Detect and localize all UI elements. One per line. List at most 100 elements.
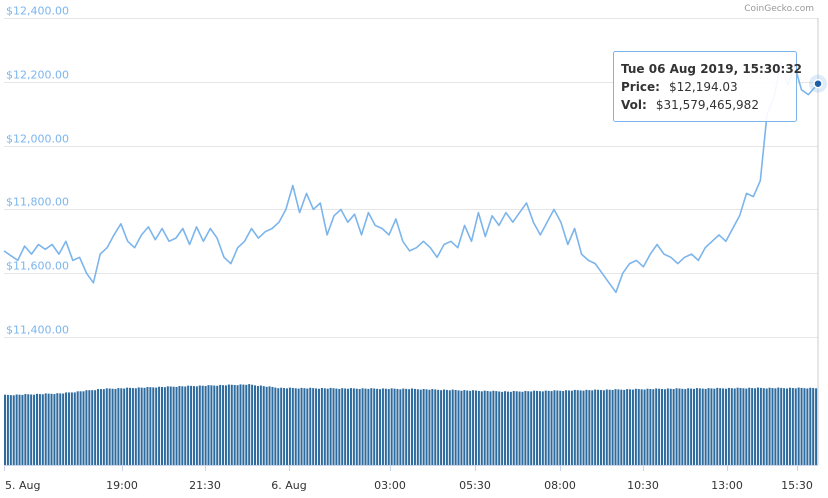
volume-bar[interactable] <box>451 389 454 465</box>
volume-bar[interactable] <box>652 389 655 465</box>
volume-bar[interactable] <box>454 390 457 465</box>
volume-bar[interactable] <box>812 388 815 465</box>
volume-bar[interactable] <box>283 388 286 465</box>
volume-bar[interactable] <box>265 386 268 465</box>
volume-bar[interactable] <box>306 388 309 465</box>
volume-bar[interactable] <box>219 384 222 465</box>
volume-bar[interactable] <box>146 386 149 465</box>
volume-bar[interactable] <box>489 391 492 465</box>
volume-bar[interactable] <box>169 386 172 465</box>
volume-bar[interactable] <box>332 388 335 465</box>
volume-bar[interactable] <box>268 386 271 465</box>
volume-bar[interactable] <box>97 389 100 465</box>
volume-bar[interactable] <box>30 394 33 465</box>
volume-bar[interactable] <box>62 393 65 465</box>
volume-bar[interactable] <box>70 392 73 465</box>
volume-bar[interactable] <box>791 388 794 465</box>
volume-bar[interactable] <box>803 388 806 465</box>
volume-bar[interactable] <box>611 389 614 465</box>
volume-bar[interactable] <box>222 385 225 465</box>
volume-bar[interactable] <box>108 388 111 465</box>
volume-bar[interactable] <box>425 389 428 465</box>
volume-bar[interactable] <box>172 386 175 465</box>
volume-bar[interactable] <box>411 388 414 466</box>
volume-bar[interactable] <box>242 384 245 465</box>
volume-bar[interactable] <box>158 386 161 465</box>
volume-bar[interactable] <box>408 389 411 465</box>
volume-bar[interactable] <box>620 389 623 465</box>
volume-bar[interactable] <box>472 390 475 465</box>
volume-bar[interactable] <box>355 388 358 465</box>
volume-bar[interactable] <box>512 391 515 465</box>
volume-bar[interactable] <box>806 388 809 465</box>
volume-bar[interactable] <box>716 387 719 465</box>
price-line[interactable] <box>3 61 819 294</box>
volume-bar[interactable] <box>474 390 477 465</box>
volume-bar[interactable] <box>198 385 201 465</box>
volume-bar[interactable] <box>530 391 533 465</box>
volume-bar[interactable] <box>178 386 181 465</box>
volume-bar[interactable] <box>762 388 765 465</box>
volume-bar[interactable] <box>658 388 661 465</box>
volume-bar[interactable] <box>105 388 108 465</box>
volume-bar[interactable] <box>18 394 21 465</box>
volume-bar[interactable] <box>460 390 463 465</box>
volume-bar[interactable] <box>15 394 18 465</box>
volume-bar[interactable] <box>184 386 187 466</box>
volume-bar[interactable] <box>303 388 306 465</box>
volume-bar[interactable] <box>582 390 585 465</box>
volume-bar[interactable] <box>300 387 303 465</box>
volume-bar[interactable] <box>626 389 629 465</box>
volume-bar[interactable] <box>21 394 24 465</box>
volume-bar[interactable] <box>692 388 695 465</box>
volume-bar[interactable] <box>207 385 210 465</box>
volume-bar[interactable] <box>634 388 637 465</box>
volume-bar[interactable] <box>73 392 76 465</box>
volume-bar[interactable] <box>274 387 277 465</box>
volume-bar[interactable] <box>713 388 716 465</box>
volume-bar[interactable] <box>579 390 582 465</box>
volume-bar[interactable] <box>155 387 158 465</box>
volume-bar[interactable] <box>440 390 443 465</box>
volume-bar[interactable] <box>736 387 739 465</box>
volume-bar[interactable] <box>175 386 178 465</box>
volume-bar[interactable] <box>698 388 701 465</box>
volume-bar[interactable] <box>416 389 419 465</box>
volume-bar[interactable] <box>567 390 570 465</box>
volume-bar[interactable] <box>573 389 576 465</box>
volume-bar[interactable] <box>329 387 332 465</box>
volume-bar[interactable] <box>315 388 318 465</box>
volume-bar[interactable] <box>262 386 265 465</box>
volume-bar[interactable] <box>76 391 79 465</box>
volume-bar[interactable] <box>291 387 294 465</box>
volume-bar[interactable] <box>41 394 44 465</box>
volume-bar[interactable] <box>649 388 652 465</box>
volume-bar[interactable] <box>190 385 193 465</box>
volume-bar[interactable] <box>143 387 146 465</box>
volume-bar[interactable] <box>323 388 326 465</box>
volume-bar[interactable] <box>27 394 30 465</box>
volume-bar[interactable] <box>678 388 681 465</box>
chart-credit[interactable]: CoinGecko.com <box>744 4 814 14</box>
volume-bar[interactable] <box>227 384 230 465</box>
volume-bar[interactable] <box>591 390 594 465</box>
volume-bar[interactable] <box>67 392 70 465</box>
volume-bar[interactable] <box>710 388 713 465</box>
volume-bar[interactable] <box>565 390 568 465</box>
volume-bar[interactable] <box>248 384 251 465</box>
volume-bar[interactable] <box>768 387 771 465</box>
volume-bar[interactable] <box>245 384 248 465</box>
volume-bar[interactable] <box>681 388 684 465</box>
volume-bar[interactable] <box>602 390 605 465</box>
volume-bar[interactable] <box>399 389 402 465</box>
volume-bar[interactable] <box>521 391 524 465</box>
volume-bar[interactable] <box>341 388 344 465</box>
volume-bar[interactable] <box>631 389 634 465</box>
volume-bar[interactable] <box>640 389 643 465</box>
volume-bar[interactable] <box>38 394 41 465</box>
volume-bar[interactable] <box>730 388 733 465</box>
volume-bar[interactable] <box>280 387 283 465</box>
volume-bar[interactable] <box>695 388 698 465</box>
volume-bar[interactable] <box>704 388 707 465</box>
